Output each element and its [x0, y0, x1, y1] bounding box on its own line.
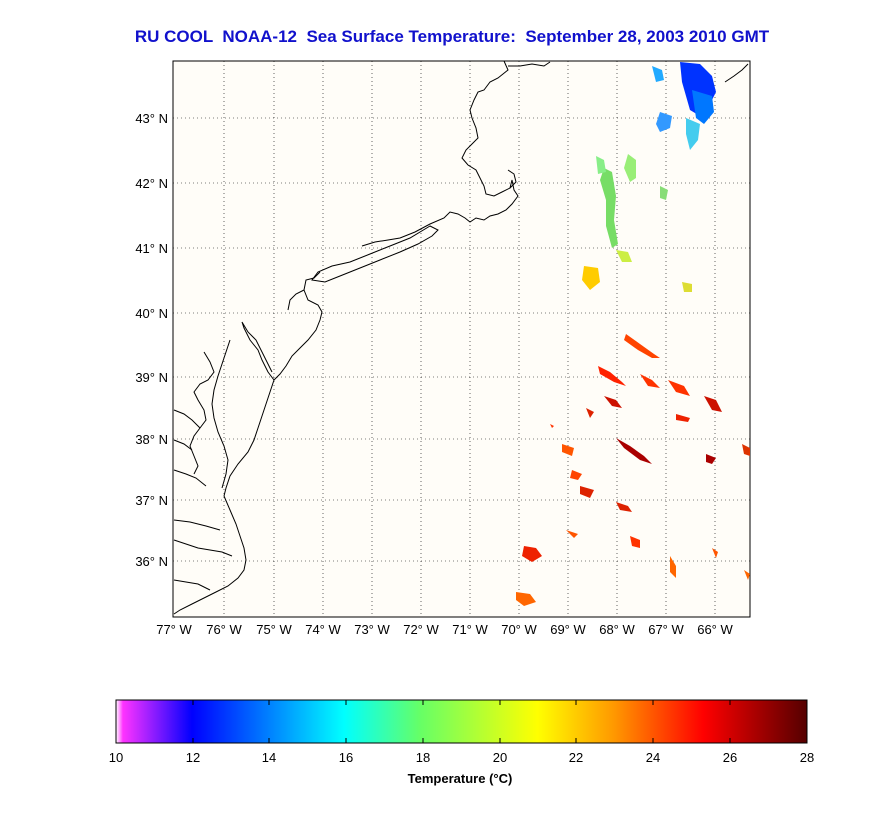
colorbar-tick-label: 10 [109, 750, 123, 765]
lat-label: 42° N [135, 176, 168, 191]
sst-data [516, 62, 750, 606]
lon-label: 73° W [354, 622, 390, 637]
graticule [173, 61, 750, 617]
lat-label: 41° N [135, 241, 168, 256]
colorbar-label: Temperature (°C) [408, 771, 513, 786]
lon-label: 68° W [599, 622, 635, 637]
colorbar-tick-label: 22 [569, 750, 583, 765]
lon-label: 67° W [648, 622, 684, 637]
lon-label: 70° W [501, 622, 537, 637]
lon-label: 76° W [206, 622, 242, 637]
lat-label: 43° N [135, 111, 168, 126]
lat-label: 38° N [135, 432, 168, 447]
colorbar-tick-label: 20 [493, 750, 507, 765]
lon-label: 77° W [156, 622, 192, 637]
lat-label: 37° N [135, 493, 168, 508]
colorbar-tick-label: 26 [723, 750, 737, 765]
lat-label: 36° N [135, 554, 168, 569]
colorbar-tick-label: 24 [646, 750, 660, 765]
colorbar-tick-label: 16 [339, 750, 353, 765]
map-title: RU COOL NOAA-12 Sea Surface Temperature:… [134, 27, 770, 46]
lon-label: 72° W [403, 622, 439, 637]
colorbar [115, 699, 808, 744]
colorbar-tick-label: 28 [800, 750, 814, 765]
lon-label: 74° W [305, 622, 341, 637]
lon-label: 66° W [697, 622, 733, 637]
colorbar-ticks [192, 700, 731, 743]
coastline [173, 60, 749, 615]
lat-label: 39° N [135, 370, 168, 385]
colorbar-tick-label: 14 [262, 750, 276, 765]
lon-label: 69° W [550, 622, 586, 637]
colorbar-tick-label: 12 [186, 750, 200, 765]
lon-label: 75° W [256, 622, 292, 637]
map-frame [172, 60, 751, 618]
colorbar-tick-label: 18 [416, 750, 430, 765]
lat-label: 40° N [135, 306, 168, 321]
lon-label: 71° W [452, 622, 488, 637]
